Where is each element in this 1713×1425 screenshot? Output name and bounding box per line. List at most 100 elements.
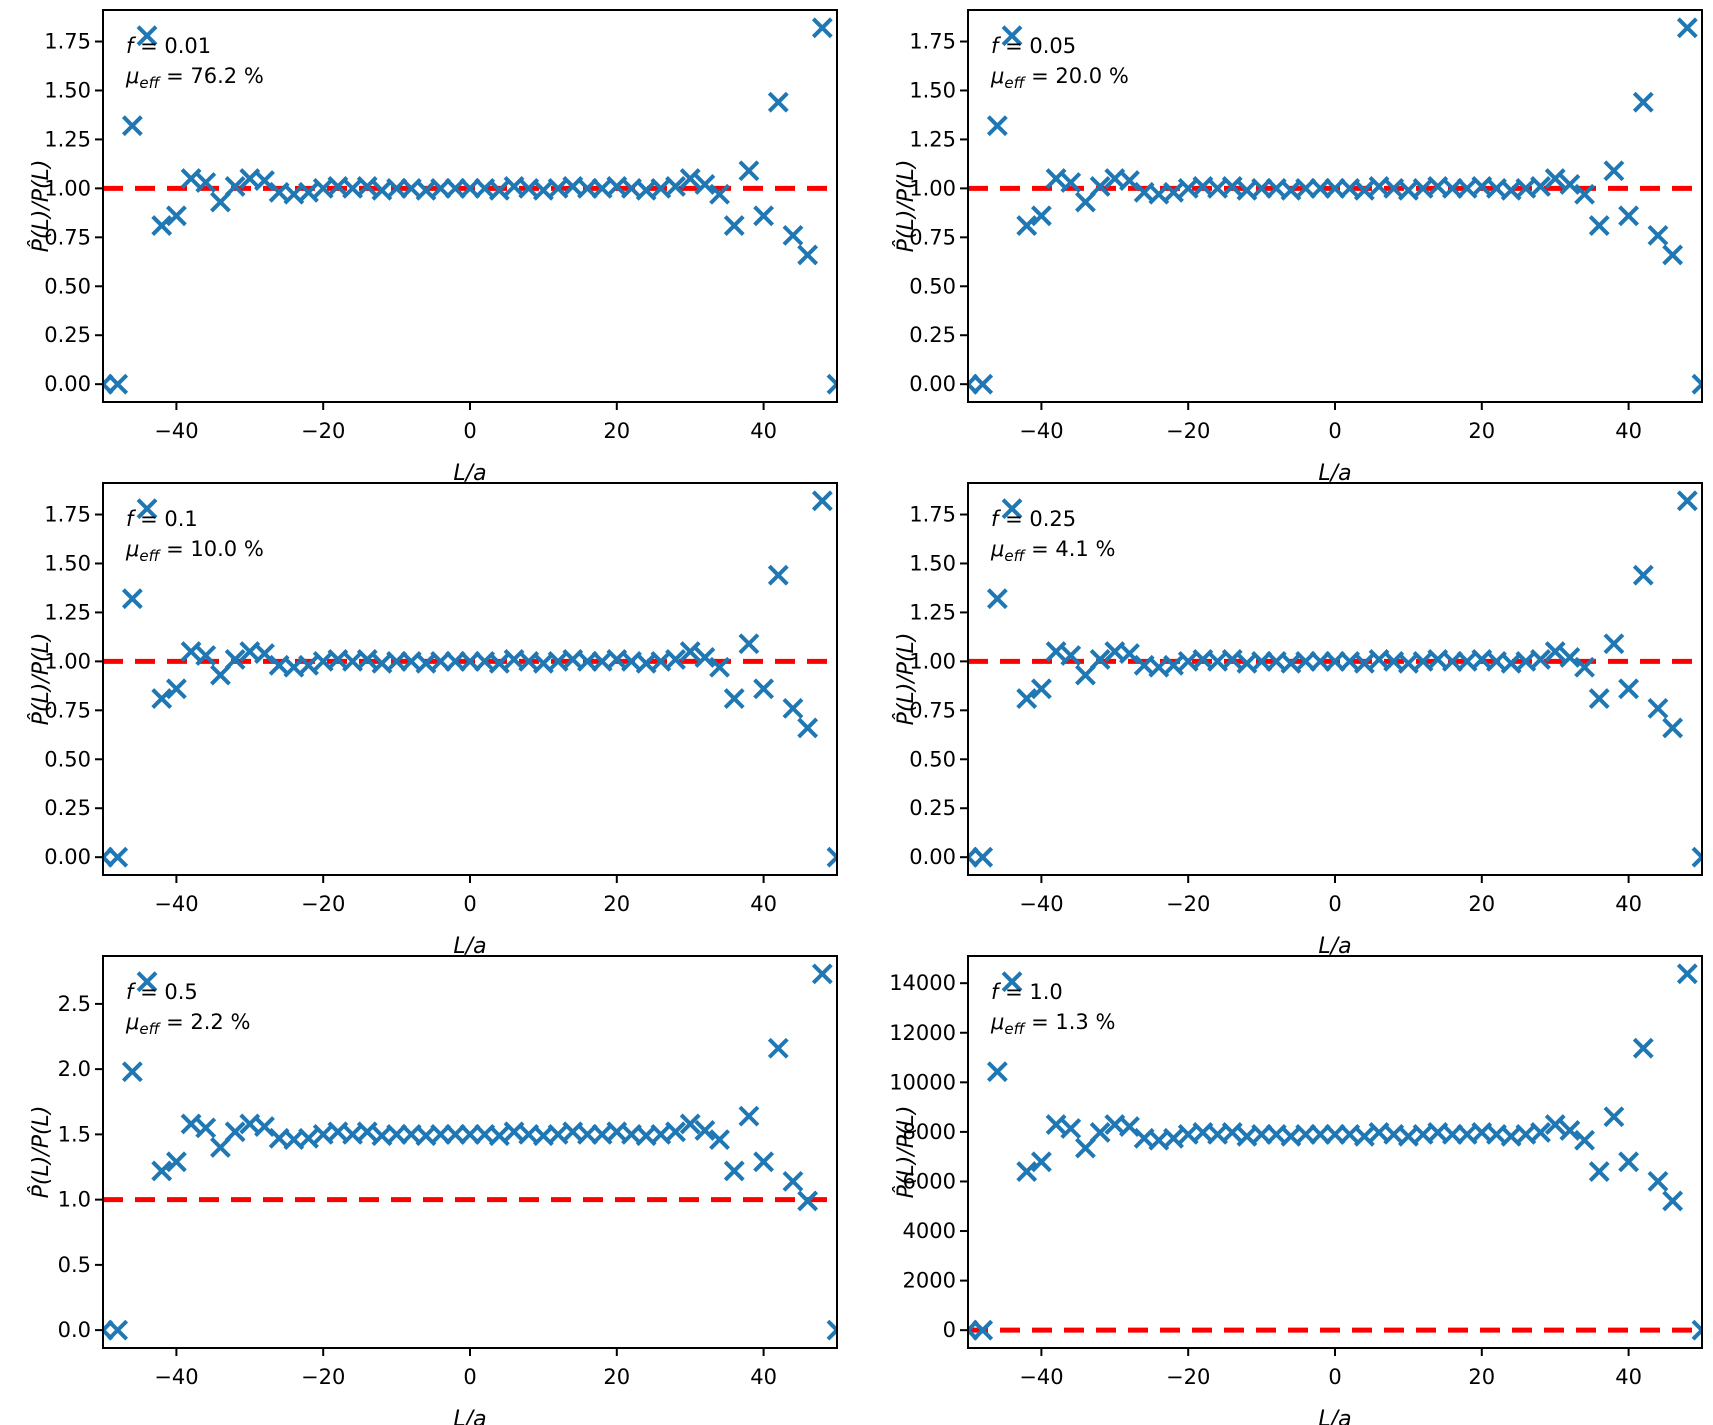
y-tick-label: 4000 (903, 1219, 956, 1243)
annotation-f: f = 0.5 (126, 980, 198, 1004)
marker-x (1559, 1120, 1581, 1141)
marker-x (1618, 205, 1640, 227)
marker-x (136, 25, 158, 47)
marker-x (1691, 846, 1702, 868)
marker-x (986, 115, 1008, 137)
marker-x (165, 1151, 187, 1173)
y-tick-label: 0.00 (909, 372, 956, 396)
marker-x (121, 115, 143, 137)
x-tick-label: 20 (603, 892, 630, 916)
y-tick-label: 0.0 (58, 1318, 91, 1342)
marker-x (1618, 678, 1640, 700)
marker-x (1119, 643, 1140, 664)
marker-x (1060, 1118, 1082, 1139)
y-tick-label: 1.50 (909, 551, 956, 575)
marker-x (753, 1151, 775, 1173)
y-tick-label: 1.50 (44, 551, 91, 575)
marker-x (665, 649, 686, 670)
marker-x (782, 224, 804, 246)
x-tick-label: 20 (1468, 1365, 1495, 1389)
y-tick-label: 0.25 (44, 796, 91, 820)
x-tick-label: 0 (1328, 1365, 1341, 1389)
y-tick-label: 1.00 (44, 176, 91, 200)
y-tick-label: 2.0 (58, 1057, 91, 1081)
marker-x (826, 1319, 837, 1341)
marker-x (709, 656, 730, 678)
marker-x (679, 168, 701, 190)
marker-x (210, 664, 231, 686)
marker-x (1691, 1319, 1702, 1341)
subplot-f-0.01: −40 −20 0 20 40 0.00 0.25 0.50 0.75 1.00 1.25 1.50 1… (28, 9, 838, 486)
x-tick-label: 40 (750, 1365, 777, 1389)
marker-x (1647, 1170, 1669, 1192)
marker-x (210, 191, 231, 213)
marker-x (1119, 170, 1140, 191)
marker-x (1618, 1151, 1640, 1173)
marker-x (254, 170, 275, 191)
marker-x (1163, 181, 1184, 203)
marker-x (738, 160, 760, 182)
marker-x (1045, 168, 1067, 190)
marker-x (1119, 1116, 1140, 1137)
marker-x (195, 1117, 217, 1139)
x-tick-label: 40 (1615, 419, 1642, 443)
marker-x (180, 168, 202, 190)
x-tick-label: 0 (1328, 892, 1341, 916)
marker-x (1530, 649, 1551, 670)
marker-x (782, 1170, 804, 1192)
y-tick-label: 0.00 (909, 845, 956, 869)
x-axis-label: L/a (1318, 1407, 1351, 1425)
subplot-f-0.5: −40 −20 0 20 40 0.0 0.5 1.0 1.5 2.0 2.5 L/a P̂(L)/P(… (28, 955, 838, 1425)
annotation-mu-eff: μeff = 2.2 % (125, 1010, 250, 1038)
marker-x (151, 1160, 173, 1182)
marker-x (1603, 1106, 1625, 1128)
annotation-mu-eff: μeff = 76.2 % (125, 64, 264, 92)
y-tick-label: 0.50 (44, 274, 91, 298)
marker-x (254, 643, 275, 664)
marker-x (254, 1116, 275, 1137)
marker-x (1075, 1137, 1096, 1159)
marker-x (356, 176, 378, 197)
x-tick-label: 20 (603, 419, 630, 443)
x-tick-label: 40 (1615, 1365, 1642, 1389)
y-axis-label: P̂(L)/P(L) (28, 633, 54, 726)
marker-x (1163, 654, 1184, 676)
marker-x (1603, 160, 1625, 182)
marker-x (1691, 373, 1702, 395)
x-tick-label: 40 (750, 892, 777, 916)
x-tick-label: −40 (1019, 892, 1063, 916)
y-tick-label: 0.50 (909, 747, 956, 771)
marker-x (298, 1127, 319, 1149)
marker-x (1060, 645, 1082, 666)
y-tick-label: 1.75 (909, 30, 956, 54)
x-tick-label: 0 (1328, 419, 1341, 443)
marker-x (972, 846, 994, 868)
y-tick-label: 0.00 (44, 372, 91, 396)
subplot-f-1.0: −40 −20 0 20 40 0 2000 4000 6000 8000 10000 12000 14… (889, 955, 1703, 1425)
marker-x (1544, 641, 1566, 663)
x-axis-label: L/a (1318, 461, 1351, 486)
marker-x (738, 1105, 760, 1127)
annotation-f: f = 1.0 (991, 980, 1063, 1004)
x-axis-label: L/a (453, 934, 486, 959)
annotation-f: f = 0.1 (126, 507, 198, 531)
x-tick-label: 40 (750, 419, 777, 443)
y-axis-label: P̂(L)/P(L) (893, 160, 919, 253)
x-tick-label: −20 (1166, 1365, 1210, 1389)
marker-x (665, 176, 686, 197)
annotation-f: f = 0.05 (991, 34, 1076, 58)
marker-x (1676, 490, 1698, 512)
marker-x (826, 846, 837, 868)
marker-x (107, 846, 129, 868)
y-tick-label: 1.0 (58, 1188, 91, 1212)
marker-x (1221, 1122, 1243, 1143)
marker-x (753, 678, 775, 700)
x-tick-label: 20 (603, 1365, 630, 1389)
data-points (103, 490, 837, 868)
y-tick-label: 1.25 (909, 600, 956, 624)
x-tick-label: −20 (1166, 419, 1210, 443)
marker-x (136, 971, 158, 993)
x-tick-label: −20 (301, 1365, 345, 1389)
marker-x (224, 1121, 246, 1143)
